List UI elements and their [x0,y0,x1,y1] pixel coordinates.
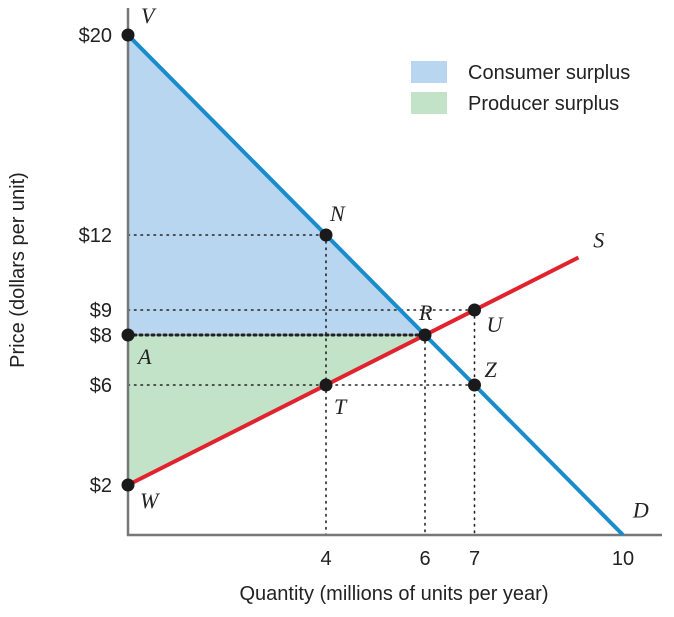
surplus-areas [128,35,425,485]
consumer-surplus-swatch [411,61,447,83]
s-curve [127,255,580,487]
consumer-surplus-legend-label: Consumer surplus [468,62,630,84]
y-tick-6: $6 [90,375,112,397]
point-t [319,378,333,392]
curve-label-s: S [593,228,604,253]
point-u [468,303,481,317]
point-label-w: W [140,488,160,513]
x-tick-10: 10 [612,548,634,570]
axes [126,8,662,537]
point-label-r: R [418,300,433,325]
points: V N R UZ A T W S D [121,3,649,523]
point-label-n: N [329,201,346,226]
point-label-u: U [487,312,505,337]
x-axis-title: Quantity (millions of units per year) [239,583,548,605]
x-tick-6: 6 [419,548,430,570]
curves [126,33,625,537]
x-tick-4: 4 [320,548,331,570]
point-z [468,378,481,392]
y-tick-2: $2 [90,475,112,497]
point-label-t: T [334,394,348,419]
point-label-v: V [141,3,157,28]
point-label-z: Z [485,357,498,382]
y-tick-12: $12 [79,225,112,247]
tick-labels: 4 6 7 10 $20 $12 $9 $8 $6 $2 [79,25,635,570]
point-v [121,28,135,42]
point-w [121,478,135,492]
curve-label-d: D [632,498,649,523]
legend: Consumer surplus Producer surplus [411,61,630,115]
producer-surplus-swatch [411,92,447,114]
x-tick-7: 7 [469,548,480,570]
y-axis-title: Price (dollars per unit) [7,172,29,368]
point-a [121,328,135,342]
y-tick-20: $20 [79,25,112,47]
y-tick-9: $9 [90,300,112,322]
point-r [418,328,432,342]
d-curve [126,33,625,537]
point-label-a: A [136,344,152,369]
producer-surplus-legend-label: Producer surplus [468,93,619,115]
y-tick-8: $8 [90,325,112,347]
point-n [319,228,333,242]
